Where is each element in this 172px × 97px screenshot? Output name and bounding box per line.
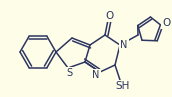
Text: S: S bbox=[66, 68, 72, 78]
Text: O: O bbox=[106, 11, 114, 21]
Text: N: N bbox=[92, 70, 100, 80]
Text: O: O bbox=[162, 18, 171, 28]
Text: N: N bbox=[120, 40, 128, 50]
Text: SH: SH bbox=[116, 81, 130, 91]
